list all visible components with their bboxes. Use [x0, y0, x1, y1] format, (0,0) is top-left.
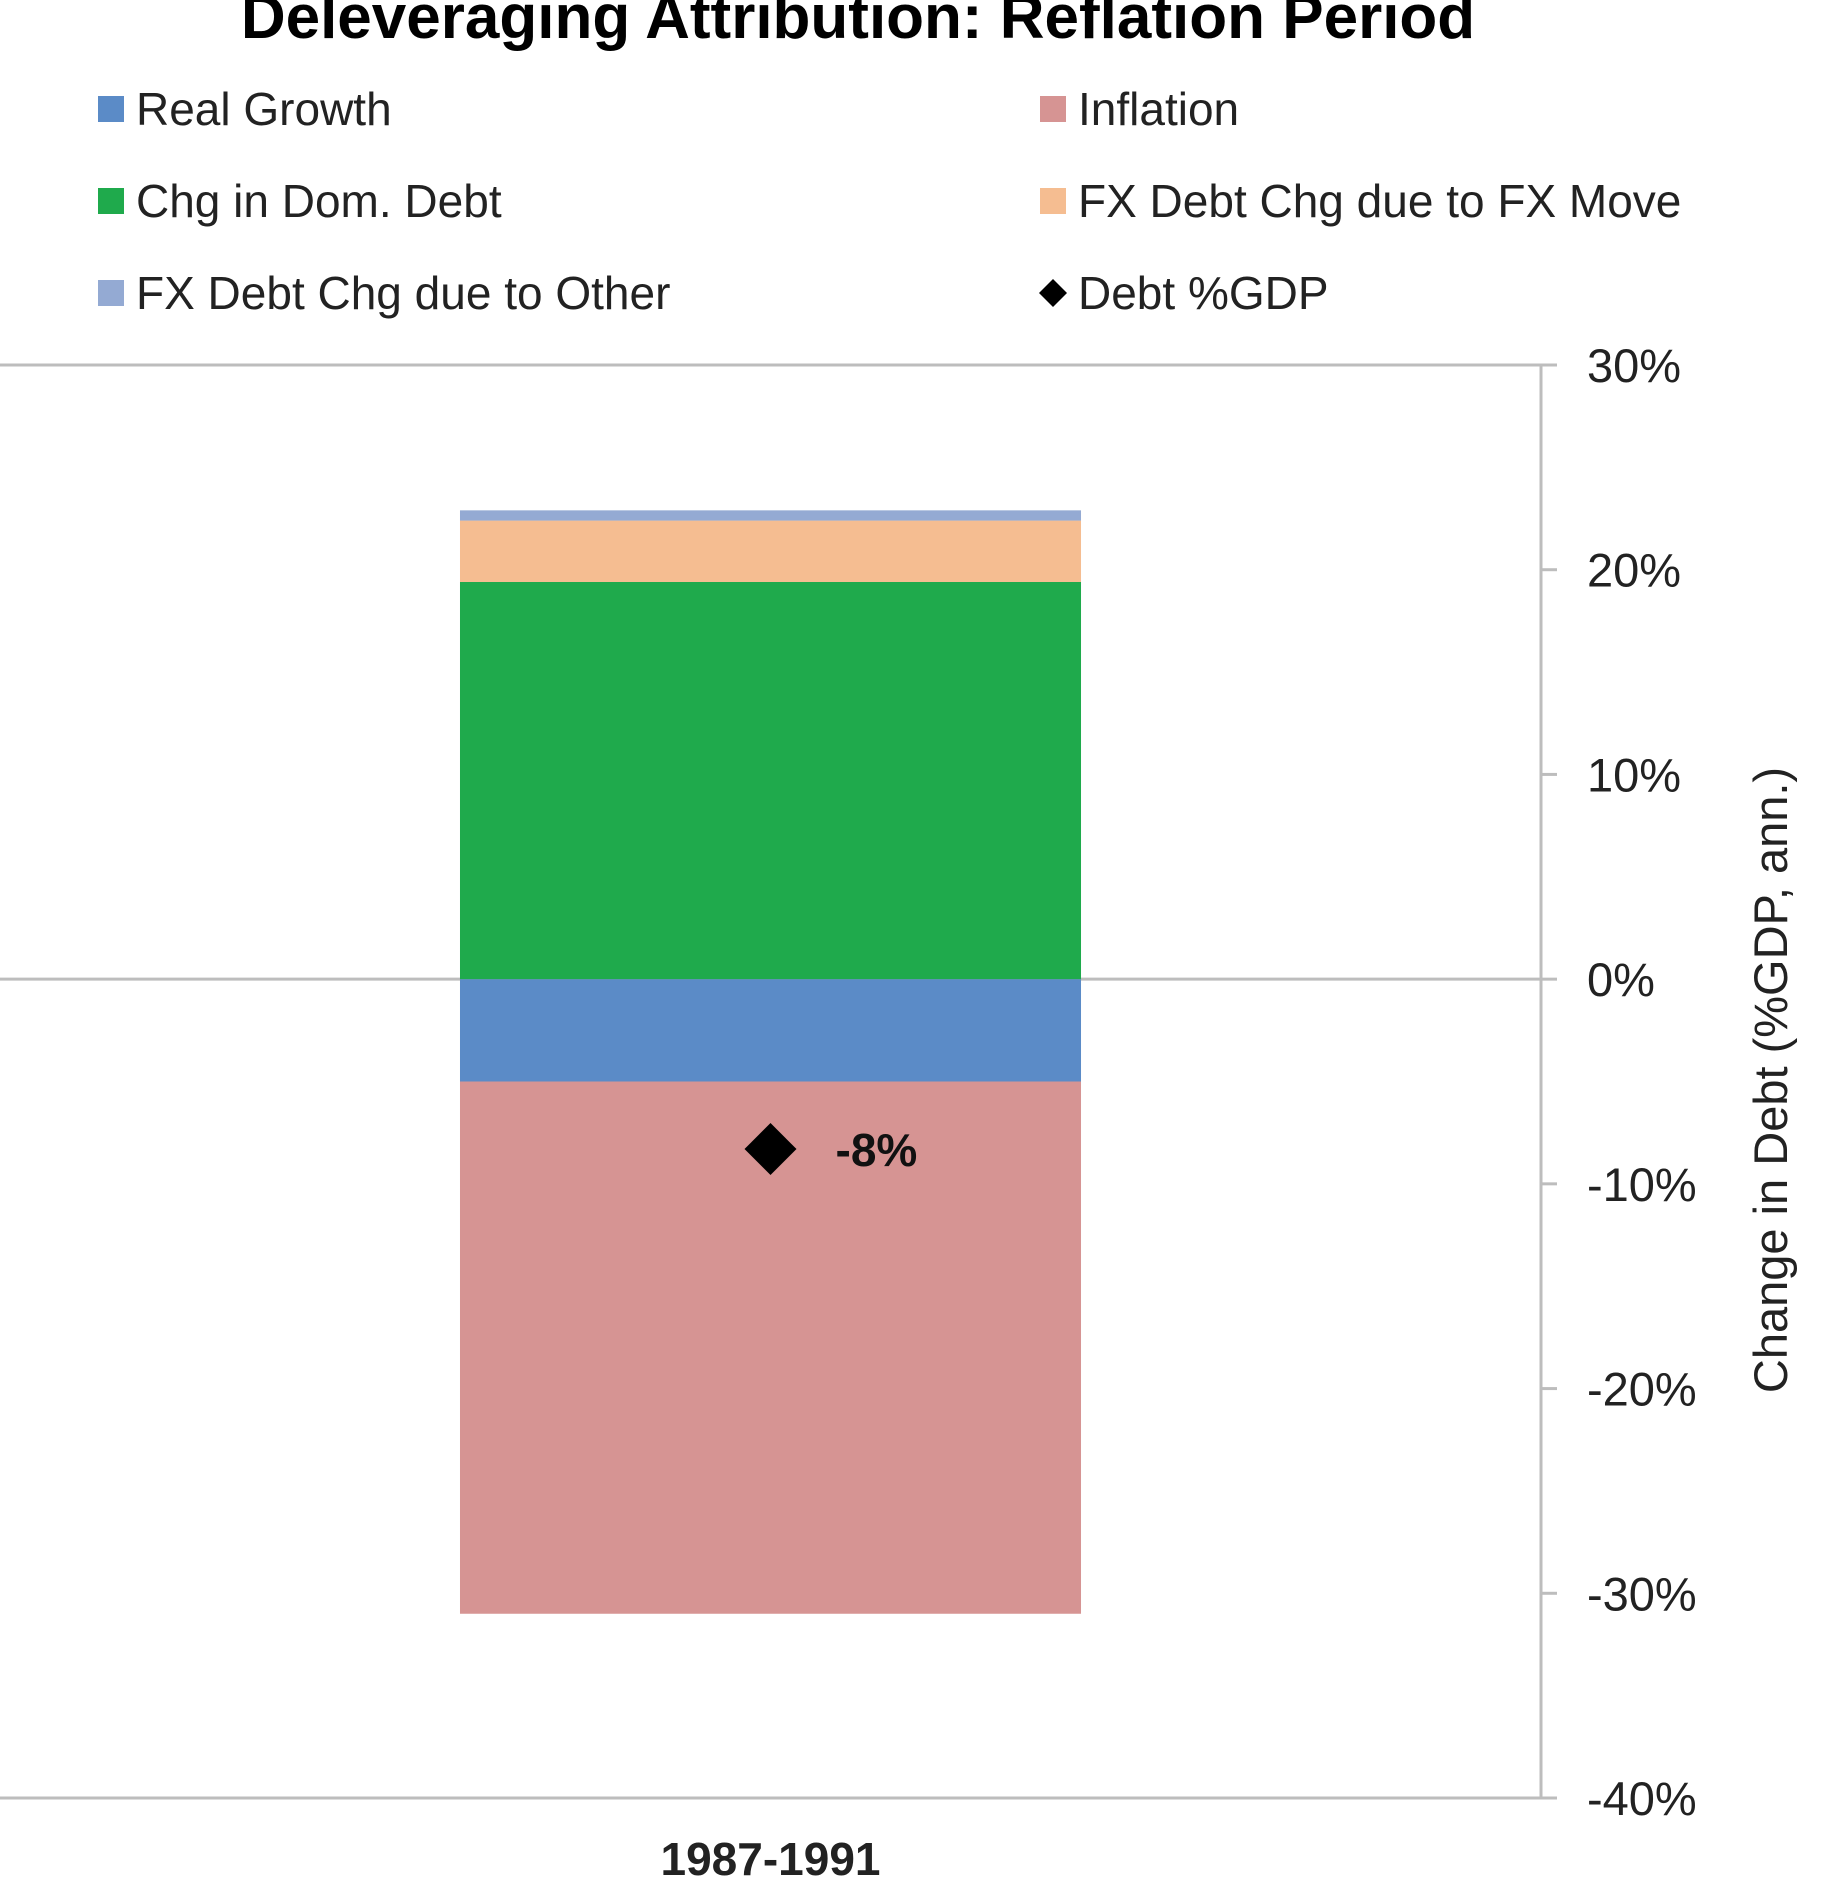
y-axis-label: Change in Debt (%GDP, ann.): [1744, 767, 1797, 1393]
legend-swatch: [1040, 188, 1066, 214]
legend-item: Real Growth: [98, 83, 392, 135]
bar-segment: [459, 581, 1082, 980]
legend-label: FX Debt Chg due to Other: [136, 267, 670, 319]
bar-segment: [459, 520, 1082, 582]
bars: [459, 510, 1082, 1614]
y-tick-label: -30%: [1587, 1567, 1697, 1620]
legend-label: Chg in Dom. Debt: [136, 175, 502, 227]
legend-swatch: [98, 96, 124, 122]
legend-label: Real Growth: [136, 83, 392, 135]
legend-item: FX Debt Chg due to FX Move: [1040, 175, 1681, 227]
y-tick-label: -40%: [1587, 1772, 1697, 1825]
x-axis: 1987-1991: [661, 1833, 881, 1879]
y-tick-label: 30%: [1587, 339, 1681, 392]
legend-diamond-marker: [1039, 279, 1067, 307]
debt-gdp-data-label: -8%: [836, 1124, 918, 1176]
y-tick-label: -10%: [1587, 1158, 1697, 1211]
bar-segment: [459, 510, 1082, 521]
y-tick-label: 20%: [1587, 544, 1681, 597]
legend-label: Inflation: [1078, 83, 1239, 135]
legend-swatch: [98, 188, 124, 214]
debt-gdp-marker: [744, 1123, 797, 1176]
legend-label: FX Debt Chg due to FX Move: [1078, 175, 1681, 227]
y-tick-label: -20%: [1587, 1363, 1697, 1416]
x-category-label: 1987-1991: [661, 1833, 881, 1879]
y-tick-label: 0%: [1587, 953, 1655, 1006]
legend-label: Debt %GDP: [1078, 267, 1329, 319]
markers: -8%: [744, 1123, 918, 1176]
legend-item: Debt %GDP: [1039, 267, 1329, 319]
bar-segment: [459, 979, 1082, 1082]
legend-item: Chg in Dom. Debt: [98, 175, 502, 227]
legend-swatch: [1040, 96, 1066, 122]
chart-title: Deleveraging Attribution: Reflation Peri…: [241, 0, 1475, 52]
y-tick-label: 10%: [1587, 748, 1681, 801]
legend-swatch: [98, 280, 124, 306]
legend-item: Inflation: [1040, 83, 1239, 135]
legend: Real Growth Inflation Chg in Dom. Debt FX D…: [98, 83, 1681, 319]
legend-item: FX Debt Chg due to Other: [98, 267, 670, 319]
y-axis: 30% 20% 10% 0% -10% -20% -30% -40%: [1539, 339, 1697, 1825]
